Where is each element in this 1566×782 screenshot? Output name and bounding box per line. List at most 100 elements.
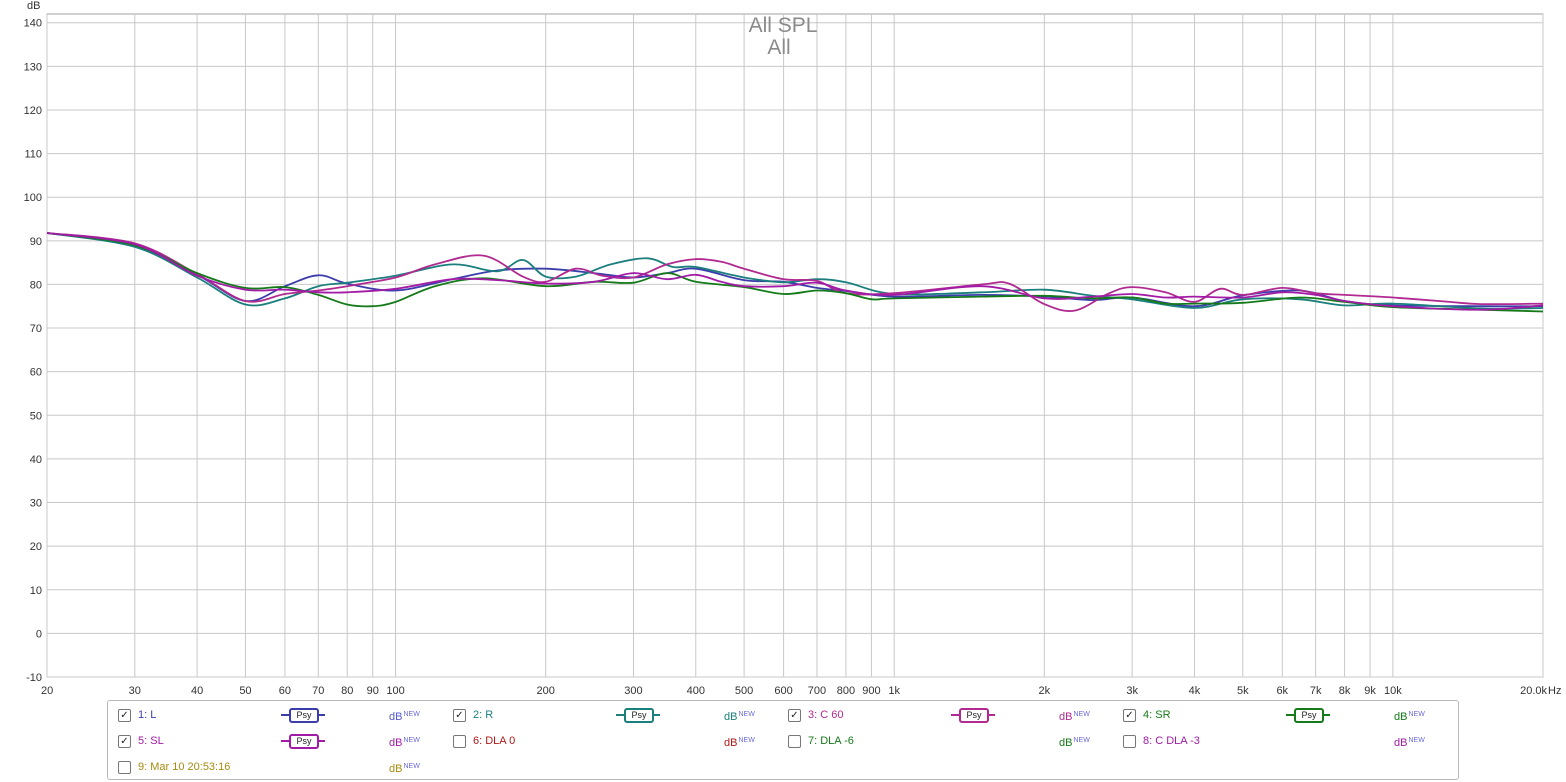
series-line-4-sr [46,232,1544,313]
x-axis-unit-label: Hz [1548,685,1561,697]
legend-checkbox-9[interactable] [118,761,131,774]
y-tick-label: 20 [30,541,42,553]
legend-checkbox-5[interactable]: ✓ [118,735,131,748]
chart-axes: -10 0 10 20 30 40 50 60 70 80 90 100 110 120 130 140 20 3… [24,18,1548,697]
db-new-badge: NEW [403,763,420,770]
legend-item-5: ✓ 5: SL Psy dBNEW [118,731,448,751]
db-new-badge: NEW [738,737,755,744]
legend-item-4: ✓ 4: SR Psy dBNEW [1123,705,1453,725]
y-tick-label: 0 [36,628,42,640]
x-tick-label: 60 [279,685,291,697]
legend-label: 8: C DLA -3 [1143,735,1200,747]
x-tick-label: 800 [837,685,855,697]
line-swatch-left [1286,714,1294,716]
psy-label: Psy [289,708,319,723]
legend-label: 9: Mar 10 20:53:16 [138,761,231,773]
x-tick-label: 2k [1039,685,1051,697]
legend-checkbox-8[interactable] [1123,735,1136,748]
legend-label: 4: SR [1143,709,1171,721]
db-offset-control[interactable]: dBNEW [1059,731,1090,753]
psy-label: Psy [624,708,654,723]
y-tick-label: 70 [30,323,42,335]
y-tick-label: 120 [24,105,42,117]
x-tick-label: 10k [1384,685,1402,697]
line-swatch-right [319,714,325,716]
x-tick-label: 400 [687,685,705,697]
series-line-3-c-60 [46,232,1544,312]
db-offset-control[interactable]: dBNEW [1394,731,1425,753]
x-tick-label: 9k [1364,685,1376,697]
chart-grid [46,13,1544,678]
line-swatch-right [989,714,995,716]
db-offset-control[interactable]: dBNEW [724,731,755,753]
y-tick-label: 100 [24,192,42,204]
x-tick-label: 90 [367,685,379,697]
db-label: dB [389,763,403,775]
db-label: dB [1394,711,1408,723]
db-label: dB [1059,737,1073,749]
legend-label: 3: C 60 [808,709,844,721]
y-tick-label: -10 [26,672,42,684]
db-new-badge: NEW [1408,737,1425,744]
chart-subtitle: All [767,36,790,59]
legend-item-2: ✓ 2: R Psy dBNEW [453,705,783,725]
x-tick-label: 20 [41,685,53,697]
line-swatch-left [281,714,289,716]
legend-item-6: 6: DLA 0 dBNEW [453,731,783,751]
x-tick-label: 100 [386,685,404,697]
db-offset-control[interactable]: dBNEW [1394,705,1425,727]
db-label: dB [1059,711,1073,723]
legend-checkbox-4[interactable]: ✓ [1123,709,1136,722]
y-tick-label: 110 [24,149,42,161]
y-tick-label: 80 [30,279,42,291]
db-new-badge: NEW [403,711,420,718]
db-new-badge: NEW [1408,711,1425,718]
x-tick-label: 20.0k [1520,685,1547,697]
psy-label: Psy [959,708,989,723]
db-offset-control[interactable]: dBNEW [389,731,420,753]
y-tick-label: 10 [30,585,42,597]
db-offset-control[interactable]: dBNEW [389,705,420,727]
x-tick-label: 1k [888,685,900,697]
x-tick-label: 900 [862,685,880,697]
legend-checkbox-7[interactable] [788,735,801,748]
chart-title: All SPL [749,14,818,37]
plot-area [46,13,1544,678]
y-tick-label: 60 [30,367,42,379]
x-tick-label: 700 [808,685,826,697]
legend-checkbox-3[interactable]: ✓ [788,709,801,722]
legend-checkbox-6[interactable] [453,735,466,748]
db-label: dB [389,711,403,723]
legend-checkbox-1[interactable]: ✓ [118,709,131,722]
x-tick-label: 300 [624,685,642,697]
legend-item-1: ✓ 1: L Psy dBNEW [118,705,448,725]
psy-label: Psy [289,734,319,749]
y-axis-label: dB [27,0,40,12]
y-tick-label: 140 [24,18,42,30]
chart-curves [46,232,1544,313]
x-tick-label: 40 [191,685,203,697]
x-tick-label: 80 [341,685,353,697]
line-swatch-right [319,740,325,742]
x-tick-label: 5k [1237,685,1249,697]
line-swatch-left [281,740,289,742]
line-swatch-right [654,714,660,716]
y-tick-label: 90 [30,236,42,248]
spl-chart: -10 0 10 20 30 40 50 60 70 80 90 100 110 120 130 140 20 3… [24,0,1562,697]
db-offset-control[interactable]: dBNEW [389,757,420,779]
x-tick-label: 600 [774,685,792,697]
line-swatch-left [951,714,959,716]
y-tick-label: 130 [24,61,42,73]
line-swatch-left [616,714,624,716]
db-label: dB [1394,737,1408,749]
db-offset-control[interactable]: dBNEW [724,705,755,727]
x-tick-label: 6k [1276,685,1288,697]
legend-checkbox-2[interactable]: ✓ [453,709,466,722]
legend-label: 2: R [473,709,494,721]
legend-label: 7: DLA -6 [808,735,854,747]
x-tick-label: 500 [735,685,753,697]
y-tick-label: 40 [30,454,42,466]
x-tick-label: 7k [1310,685,1322,697]
db-offset-control[interactable]: dBNEW [1059,705,1090,727]
x-tick-label: 30 [129,685,141,697]
